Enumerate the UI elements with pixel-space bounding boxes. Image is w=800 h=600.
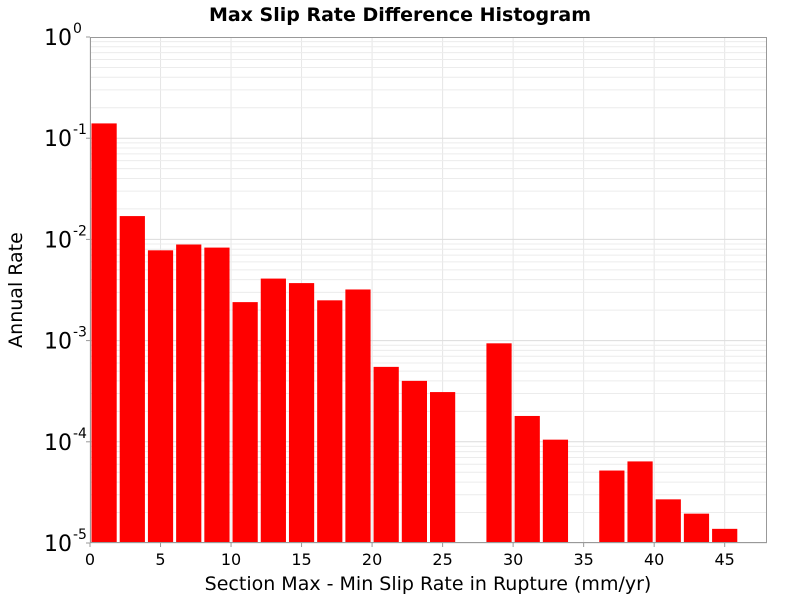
bar-4 bbox=[204, 247, 230, 543]
x-tick-label: 15 bbox=[291, 550, 311, 569]
y-tick-label: 10 bbox=[44, 228, 72, 253]
bar-17 bbox=[627, 461, 653, 543]
x-tick-label: 40 bbox=[644, 550, 664, 569]
y-tick-label: 10 bbox=[44, 26, 72, 51]
plot-frame bbox=[90, 37, 767, 543]
x-tick-label: 25 bbox=[432, 550, 452, 569]
bar-3 bbox=[176, 244, 202, 543]
bar-15 bbox=[542, 439, 569, 543]
x-axis-label: Section Max - Min Slip Rate in Rupture (… bbox=[205, 573, 652, 595]
y-tick-exponent: 0 bbox=[73, 21, 82, 37]
bars bbox=[91, 123, 738, 544]
y-axis-label: Annual Rate bbox=[5, 232, 27, 348]
x-tick-label: 5 bbox=[155, 550, 165, 569]
bar-6 bbox=[260, 278, 286, 543]
bar-9 bbox=[345, 289, 371, 543]
y-tick-label: 10 bbox=[44, 330, 72, 355]
x-tick-label: 0 bbox=[85, 550, 95, 569]
bar-19 bbox=[683, 513, 710, 543]
bar-16 bbox=[599, 470, 625, 543]
chart-title: Max Slip Rate Difference Histogram bbox=[209, 4, 591, 26]
y-tick-label: 10 bbox=[44, 431, 72, 456]
bar-10 bbox=[373, 366, 399, 543]
y-tick-exponent: -4 bbox=[73, 426, 87, 442]
x-tick-label: 35 bbox=[573, 550, 593, 569]
x-tick-label: 45 bbox=[715, 550, 735, 569]
y-tick-exponent: -3 bbox=[73, 325, 87, 341]
bar-8 bbox=[317, 300, 343, 543]
y-tick-label: 10 bbox=[44, 127, 72, 152]
x-tick-label: 10 bbox=[221, 550, 241, 569]
x-tick-label: 30 bbox=[503, 550, 523, 569]
y-tick-exponent: -1 bbox=[73, 122, 87, 138]
y-tick-exponent: -2 bbox=[73, 223, 87, 239]
bar-12 bbox=[430, 392, 456, 543]
bar-7 bbox=[288, 283, 315, 543]
bar-18 bbox=[655, 499, 681, 543]
bar-2 bbox=[147, 250, 174, 544]
bar-1 bbox=[119, 216, 145, 544]
y-tick-label: 10 bbox=[44, 532, 72, 557]
x-axis-ticks: 0 5 10 15 20 25 30 35 40 45 bbox=[85, 543, 735, 569]
bar-11 bbox=[401, 380, 427, 543]
bar-13 bbox=[486, 343, 512, 543]
bar-0 bbox=[91, 123, 117, 544]
y-tick-exponent: -5 bbox=[73, 527, 87, 543]
x-tick-label: 20 bbox=[362, 550, 382, 569]
bar-14 bbox=[514, 415, 540, 543]
bar-20 bbox=[712, 528, 738, 543]
bar-5 bbox=[232, 302, 258, 543]
